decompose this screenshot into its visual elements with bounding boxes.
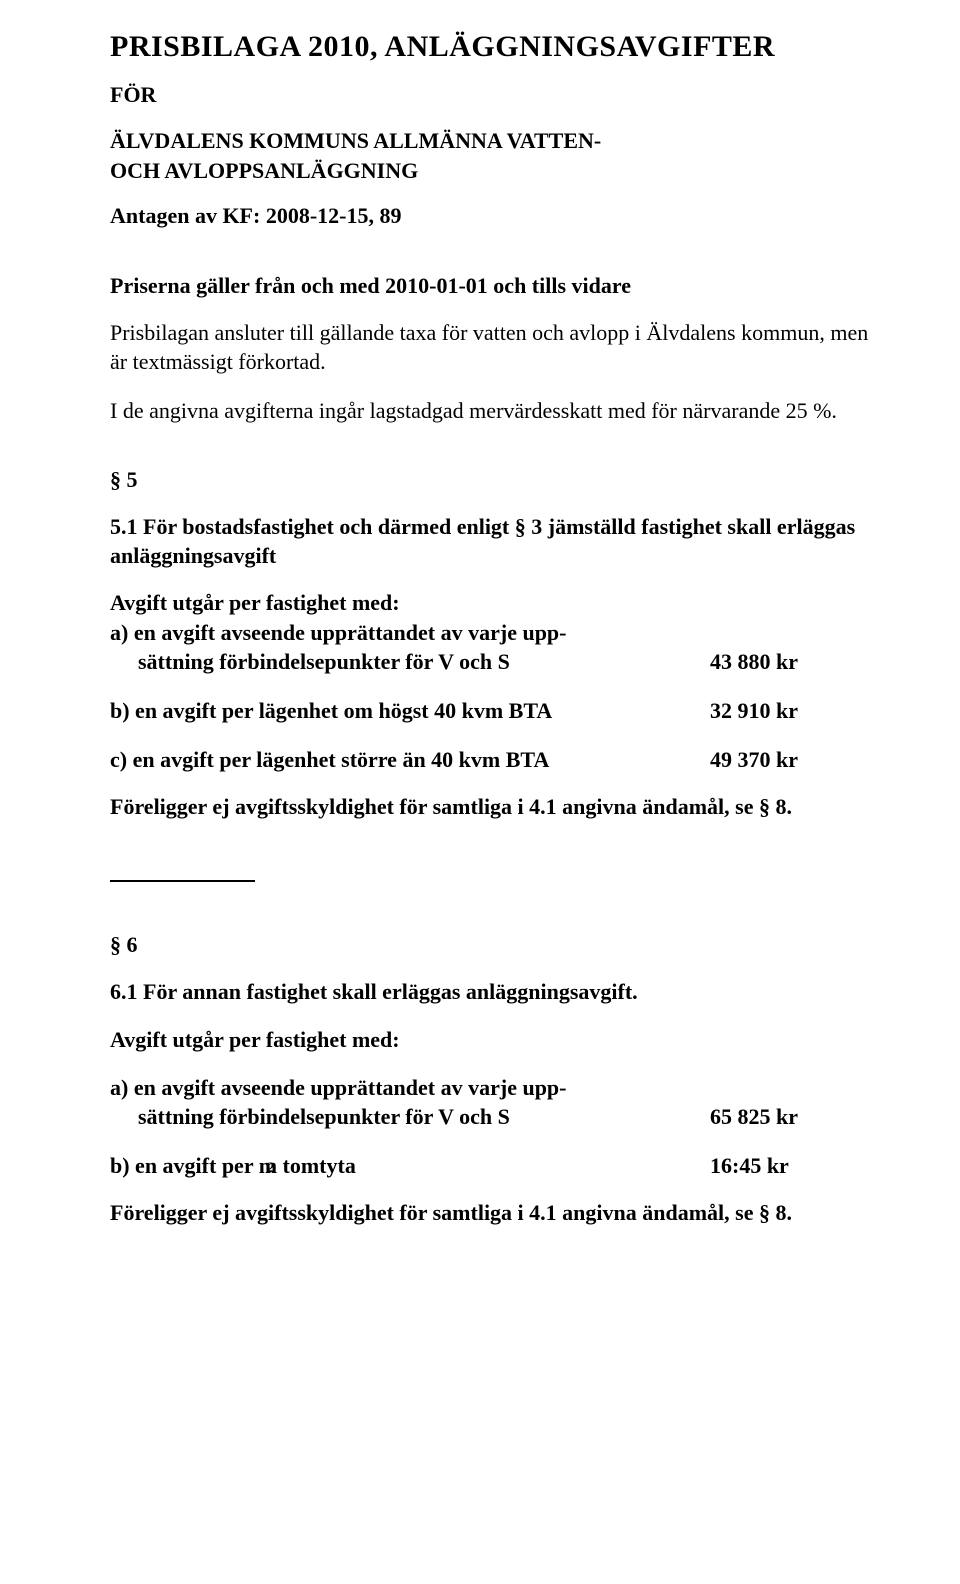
s5-c-value: 49 370 kr (710, 745, 840, 774)
s6-b-pre: b) en avgift per m (110, 1153, 277, 1178)
s5-a-line2: sättning förbindelsepunkter för V och S (110, 647, 710, 676)
section-6-row-b: b) en avgift per m2 tomtyta 16:45 kr (110, 1151, 870, 1180)
section-5-head: § 5 (110, 467, 870, 493)
adopted-by: Antagen av KF: 2008-12-15, 89 (110, 203, 870, 229)
s5-c-label: c) en avgift per lägenhet större än 40 k… (110, 745, 710, 774)
section-5-sub: 5.1 För bostadsfastighet och därmed enli… (110, 513, 870, 570)
s5-b-value: 32 910 kr (710, 696, 840, 725)
section-6-head: § 6 (110, 932, 870, 958)
prices-valid: Priserna gäller från och med 2010-01-01 … (110, 273, 870, 299)
section-5-fee-intro: Avgift utgår per fastighet med: (110, 590, 870, 616)
section-5-row-a: a) en avgift avseende upprättandet av va… (110, 618, 870, 676)
section-5-a-label: a) en avgift avseende upprättandet av va… (110, 618, 710, 676)
document-page: PRISBILAGA 2010, ANLÄGGNINGSAVGIFTER FÖR… (0, 0, 960, 1306)
section-5-row-b: b) en avgift per lägenhet om högst 40 kv… (110, 696, 870, 725)
s6-a-value: 65 825 kr (710, 1102, 840, 1131)
organization-name: ÄLVDALENS KOMMUNS ALLMÄNNA VATTEN- OCH A… (110, 126, 870, 185)
divider (110, 880, 255, 882)
s6-a-label: a) en avgift avseende upprättandet av va… (110, 1073, 710, 1131)
s6-b-post: tomtyta (277, 1153, 356, 1178)
intro-paragraph-2: I de angivna avgifterna ingår lagstadgad… (110, 397, 870, 426)
s6-b-value: 16:45 kr (710, 1151, 840, 1180)
section-5-row-c: c) en avgift per lägenhet större än 40 k… (110, 745, 870, 774)
section-6-sub: 6.1 För annan fastighet skall erläggas a… (110, 978, 870, 1007)
s6-a-line2: sättning förbindelsepunkter för V och S (110, 1102, 710, 1131)
for-label: FÖR (110, 82, 870, 108)
s6-b-sup: 2 (267, 1159, 275, 1179)
s5-a-value: 43 880 kr (710, 647, 840, 676)
page-title: PRISBILAGA 2010, ANLÄGGNINGSAVGIFTER (110, 30, 870, 64)
s6-a-line1: a) en avgift avseende upprättandet av va… (110, 1075, 567, 1100)
section-6-fee-intro: Avgift utgår per fastighet med: (110, 1027, 870, 1053)
s6-b-label: b) en avgift per m2 tomtyta (110, 1151, 710, 1180)
section-6-row-a: a) en avgift avseende upprättandet av va… (110, 1073, 870, 1131)
section-6-closing: Föreligger ej avgiftsskyldighet för samt… (110, 1200, 870, 1226)
s5-a-line1: a) en avgift avseende upprättandet av va… (110, 620, 567, 645)
intro-paragraph-1: Prisbilagan ansluter till gällande taxa … (110, 319, 870, 376)
s5-b-label: b) en avgift per lägenhet om högst 40 kv… (110, 696, 710, 725)
section-5-closing: Föreligger ej avgiftsskyldighet för samt… (110, 794, 870, 820)
org-line-1: ÄLVDALENS KOMMUNS ALLMÄNNA VATTEN- (110, 128, 601, 153)
org-line-2: OCH AVLOPPSANLÄGGNING (110, 158, 418, 183)
